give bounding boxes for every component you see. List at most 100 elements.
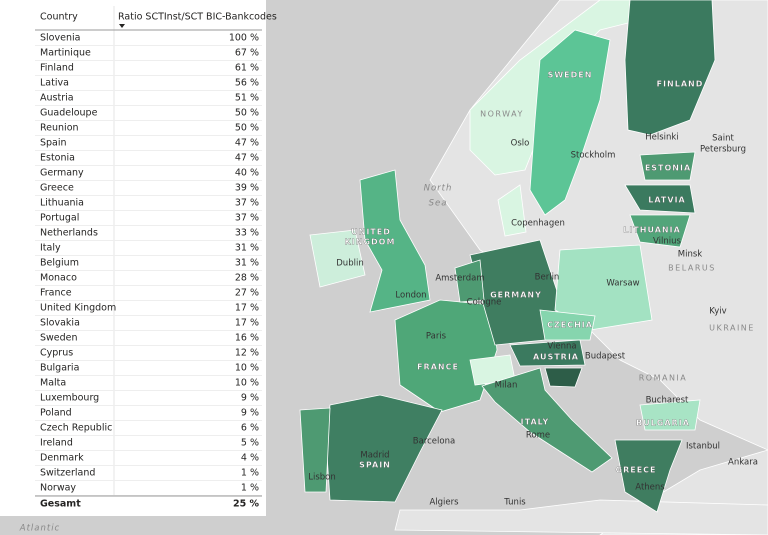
map-label: Madrid xyxy=(360,451,389,461)
country-cell: Guadeloupe xyxy=(40,108,98,119)
ratio-cell: 4 % xyxy=(241,453,259,464)
slovenia xyxy=(544,367,583,388)
greece xyxy=(614,439,683,513)
ratio-cell: 39 % xyxy=(235,183,259,194)
country-cell: Monaco xyxy=(40,273,77,284)
map-label: Kyiv xyxy=(709,307,726,317)
map-label: Lisbon xyxy=(308,473,336,483)
map-label: Barcelona xyxy=(413,437,455,447)
map-label: FRANCE xyxy=(417,363,459,372)
map-label: Petersburg xyxy=(700,145,746,155)
map-label: Amsterdam xyxy=(435,274,484,284)
map-label: Helsinki xyxy=(645,133,678,143)
map-label: Saint xyxy=(712,134,734,144)
map-label: Tunis xyxy=(503,498,526,508)
map-label: London xyxy=(395,291,426,301)
map-label: ROMANIA xyxy=(639,374,688,383)
map-label: Oslo xyxy=(511,139,530,149)
map-label: UKRAINE xyxy=(709,324,755,333)
country-cell: Portugal xyxy=(40,213,79,224)
country-cell: Reunion xyxy=(40,123,79,134)
map-label: Istanbul xyxy=(686,442,720,452)
ratio-cell: 1 % xyxy=(241,468,259,479)
table-panel xyxy=(0,0,266,516)
ratio-cell: 50 % xyxy=(235,108,259,119)
country-cell: Italy xyxy=(40,243,61,254)
table: Country Ratio SCTInst/SCT BIC-Bankcodes Sl… xyxy=(35,6,277,510)
portugal xyxy=(299,407,331,493)
country-cell: Luxembourg xyxy=(40,393,99,404)
map-label: GREECE xyxy=(616,466,657,475)
map-label: Sea xyxy=(429,199,448,209)
africa xyxy=(394,499,768,535)
column-header: Country xyxy=(40,12,78,23)
country-cell: Belgium xyxy=(40,258,79,269)
map-label: GERMANY xyxy=(490,291,542,300)
column-header: Ratio SCTInst/SCT BIC-Bankcodes xyxy=(118,12,277,23)
map-label: SWEDEN xyxy=(548,71,593,80)
ratio-cell: 17 % xyxy=(235,318,259,329)
country-cell: Cyprus xyxy=(40,348,73,359)
map-label: Rome xyxy=(526,431,550,441)
country-cell: Ireland xyxy=(40,438,73,449)
finland xyxy=(624,0,716,136)
map-label: Minsk xyxy=(678,250,703,260)
poland xyxy=(554,244,653,331)
ratio-cell: 12 % xyxy=(235,348,259,359)
ratio-cell: 1 % xyxy=(241,483,259,494)
sweden xyxy=(529,29,611,216)
map-label: Budapest xyxy=(585,352,626,362)
map-label: Vienna xyxy=(547,342,576,352)
estonia xyxy=(639,151,696,181)
map-labels: SWEDEN FINLAND NORWAY Oslo Helsinki SaintPete… xyxy=(11,70,758,534)
map-label: LATVIA xyxy=(648,196,685,205)
ratio-cell: 51 % xyxy=(235,93,259,104)
map-label: Stockholm xyxy=(571,151,616,161)
map-label: Berlin xyxy=(535,273,560,283)
czechia xyxy=(539,309,596,341)
country-cell: Poland xyxy=(40,408,72,419)
bulgaria xyxy=(639,399,701,431)
map-label: Vilnius xyxy=(653,237,681,247)
ratio-cell: 31 % xyxy=(235,258,259,269)
ratio-cell: 28 % xyxy=(235,273,259,284)
ratio-cell: 27 % xyxy=(235,288,259,299)
sort-arrow xyxy=(119,24,125,28)
map-label: UNITED xyxy=(351,228,391,237)
country-cell: Netherlands xyxy=(40,228,98,239)
ratio-cell: 47 % xyxy=(235,153,259,164)
map-label: ITALY xyxy=(521,418,550,427)
ireland xyxy=(309,229,366,288)
ratio-cell: 100 % xyxy=(229,33,259,44)
ratio-cell: 5 % xyxy=(241,438,259,449)
ratio-cell: 61 % xyxy=(235,63,259,74)
map-label: Athens xyxy=(635,483,665,493)
map-label: LITHUANIA xyxy=(623,226,681,235)
ratio-cell: 50 % xyxy=(235,123,259,134)
ratio-cell: 31 % xyxy=(235,243,259,254)
ratio-cell: 6 % xyxy=(241,423,259,434)
ratio-cell: 10 % xyxy=(235,363,259,374)
map-label: Bucharest xyxy=(646,396,689,406)
ratio-cell: 67 % xyxy=(235,48,259,59)
country-cell: Czech Republic xyxy=(40,423,112,434)
ratio-cell: 17 % xyxy=(235,303,259,314)
map-label: Milan xyxy=(495,381,518,391)
ratio-cell: 37 % xyxy=(235,213,259,224)
country-cell: Estonia xyxy=(40,153,75,164)
total-value: 25 % xyxy=(233,499,260,510)
ratio-cell: 37 % xyxy=(235,198,259,209)
country-cell: Norway xyxy=(40,483,76,494)
map-label: FINLAND xyxy=(657,80,704,89)
map-label: SPAIN xyxy=(359,461,391,470)
country-cell: Lativa xyxy=(40,78,69,89)
latvia xyxy=(624,184,696,214)
ratio-cell: 9 % xyxy=(241,393,259,404)
ratio-cell: 47 % xyxy=(235,138,259,149)
map-label: KINGDOM xyxy=(345,238,396,247)
map-label: Atlantic xyxy=(19,524,60,534)
map-label: North xyxy=(424,184,453,194)
country-cell: United Kingdom xyxy=(40,303,116,314)
